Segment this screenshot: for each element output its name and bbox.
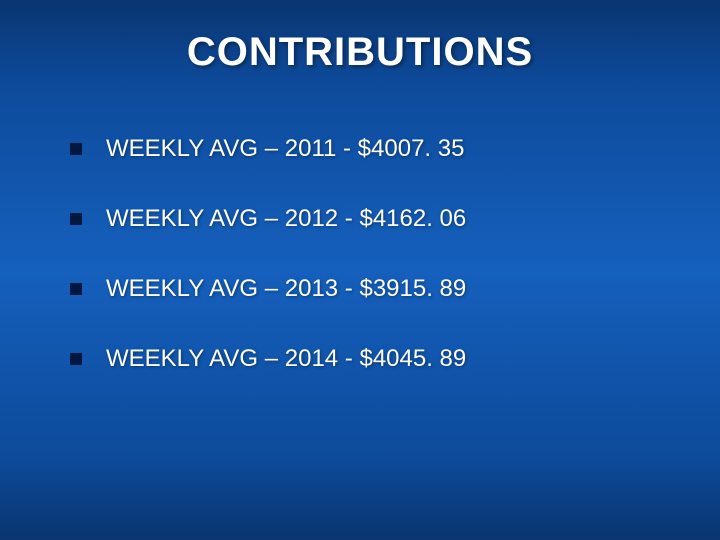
square-bullet-icon [70,283,82,295]
square-bullet-icon [70,213,82,225]
slide-container: CONTRIBUTIONS WEEKLY AVG – 2011 - $4007.… [0,0,720,540]
list-item: WEEKLY AVG – 2012 - $4162. 06 [70,205,660,233]
bullet-list: WEEKLY AVG – 2011 - $4007. 35 WEEKLY AVG… [60,135,660,373]
square-bullet-icon [70,353,82,365]
list-item-text: WEEKLY AVG – 2013 - $3915. 89 [106,275,466,303]
list-item-text: WEEKLY AVG – 2011 - $4007. 35 [106,135,464,163]
list-item-text: WEEKLY AVG – 2014 - $4045. 89 [106,345,466,373]
list-item: WEEKLY AVG – 2014 - $4045. 89 [70,345,660,373]
slide-title: CONTRIBUTIONS [60,30,660,75]
square-bullet-icon [70,143,82,155]
list-item: WEEKLY AVG – 2011 - $4007. 35 [70,135,660,163]
list-item-text: WEEKLY AVG – 2012 - $4162. 06 [106,205,466,233]
list-item: WEEKLY AVG – 2013 - $3915. 89 [70,275,660,303]
